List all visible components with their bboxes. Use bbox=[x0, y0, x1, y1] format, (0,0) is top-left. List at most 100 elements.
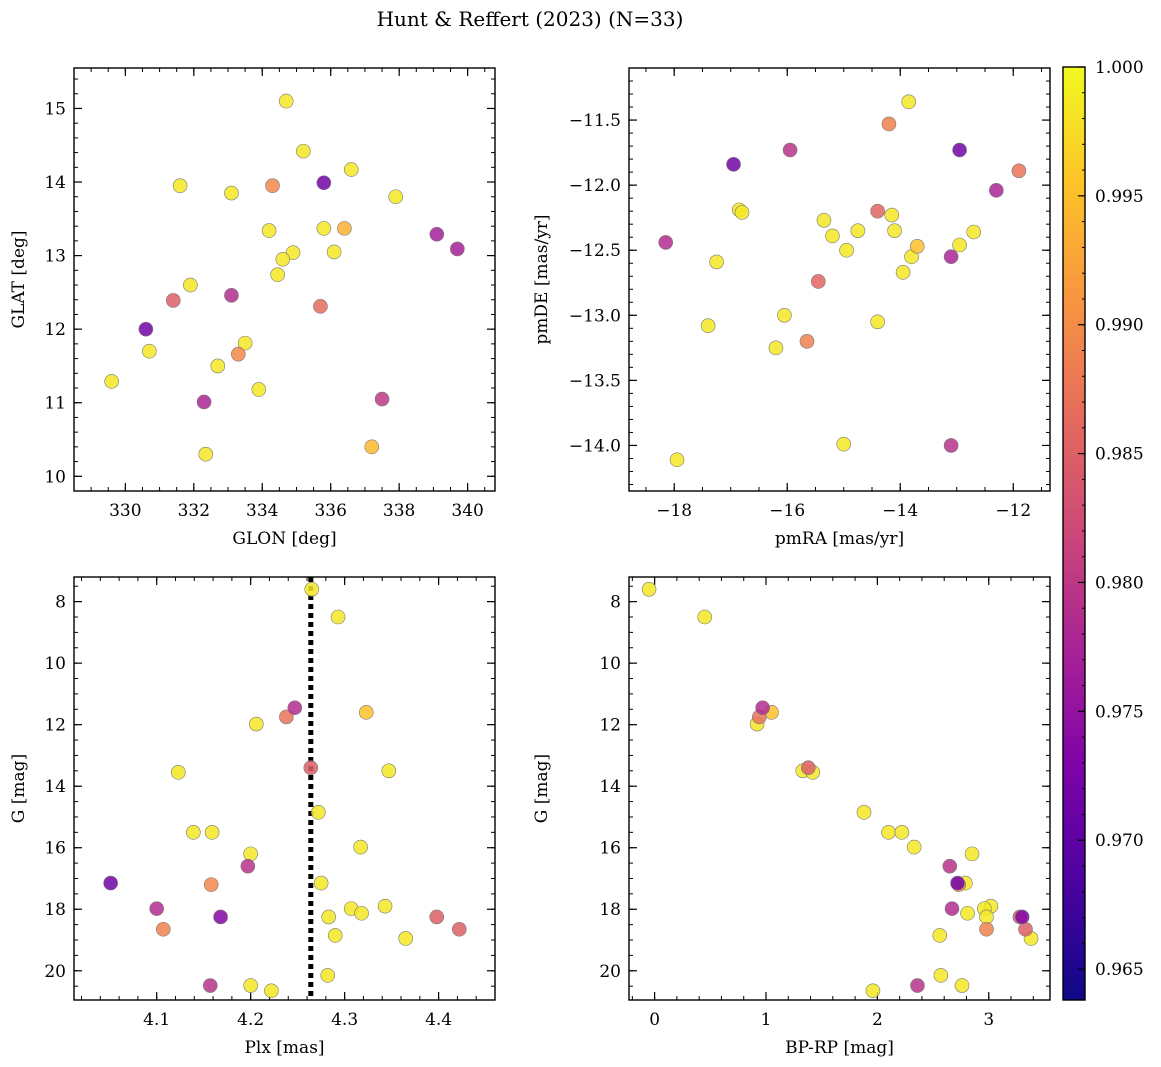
data-point bbox=[138, 321, 154, 337]
y-tick-label: 13 bbox=[44, 247, 66, 267]
data-point bbox=[429, 226, 445, 242]
data-point bbox=[243, 846, 258, 862]
y-axis-label: GLAT [deg] bbox=[9, 230, 29, 328]
panel-pmra-pmde: −18 −16 −14 −12 −14.0 −13.5 −13.0 −12.5 −12.0 −11… bbox=[532, 67, 1051, 549]
data-point bbox=[870, 203, 885, 219]
x-tick-label: 2 bbox=[872, 1010, 883, 1030]
data-point bbox=[960, 905, 975, 921]
data-point bbox=[198, 446, 214, 462]
axes-frame bbox=[73, 67, 496, 492]
x-tick-label: −18 bbox=[656, 501, 692, 521]
x-tick-label: 4.3 bbox=[331, 1010, 358, 1030]
data-point bbox=[230, 346, 246, 362]
data-point bbox=[881, 825, 896, 840]
data-point bbox=[353, 839, 368, 855]
data-point bbox=[989, 183, 1004, 198]
data-point bbox=[450, 241, 465, 257]
data-point bbox=[777, 307, 792, 323]
data-point bbox=[943, 249, 959, 265]
panel-glon-glat: 330 332 334 336 338 340 10 11 12 13 14 15 GLON [deg]… bbox=[9, 67, 496, 549]
data-point bbox=[278, 93, 294, 109]
data-point bbox=[374, 391, 390, 407]
y-tick-label: 14 bbox=[44, 777, 66, 797]
data-point bbox=[839, 242, 854, 258]
data-point bbox=[1018, 921, 1033, 937]
data-point bbox=[910, 978, 925, 993]
data-point bbox=[265, 178, 280, 194]
data-point bbox=[275, 251, 291, 267]
data-point bbox=[237, 335, 253, 351]
data-point bbox=[249, 716, 264, 732]
data-point bbox=[933, 968, 949, 983]
data-point bbox=[364, 439, 380, 455]
data-point bbox=[388, 189, 404, 205]
data-point bbox=[251, 382, 267, 397]
data-point bbox=[944, 901, 960, 916]
colorbar-tick-label: 0.980 bbox=[1095, 573, 1144, 593]
y-tick-label: 10 bbox=[44, 467, 66, 487]
data-point bbox=[261, 223, 277, 238]
data-point bbox=[381, 763, 397, 779]
data-point bbox=[697, 609, 713, 625]
x-tick-label: 0 bbox=[649, 1010, 660, 1030]
y-tick-label: 11 bbox=[44, 394, 66, 414]
y-tick-label: 15 bbox=[44, 99, 66, 119]
data-point bbox=[1014, 909, 1030, 925]
data-point bbox=[932, 928, 948, 943]
data-point bbox=[895, 265, 911, 280]
y-tick-label: 8 bbox=[610, 593, 621, 613]
colorbar-tick-label: 0.985 bbox=[1095, 445, 1144, 465]
data-point bbox=[865, 983, 881, 999]
data-point bbox=[202, 978, 218, 993]
data-point bbox=[709, 254, 724, 270]
data-point bbox=[142, 343, 157, 359]
data-point bbox=[327, 928, 343, 943]
data-point bbox=[1011, 163, 1027, 179]
data-point bbox=[964, 846, 980, 862]
y-tick-label: 10 bbox=[599, 654, 621, 674]
data-point bbox=[768, 340, 784, 356]
data-point bbox=[816, 212, 832, 228]
data-point bbox=[311, 805, 326, 820]
data-point bbox=[398, 931, 414, 946]
data-point bbox=[285, 245, 301, 260]
colorbar-tick-label: 0.970 bbox=[1095, 831, 1144, 851]
y-axis-label: G [mag] bbox=[9, 754, 29, 823]
data-point bbox=[304, 582, 320, 597]
data-point bbox=[966, 224, 982, 240]
data-point bbox=[240, 858, 256, 874]
data-point bbox=[264, 983, 279, 999]
colorbar-tick-label: 0.965 bbox=[1095, 960, 1144, 980]
data-point bbox=[224, 185, 239, 201]
y-tick-label: 14 bbox=[599, 777, 621, 797]
data-point bbox=[203, 877, 219, 892]
data-point bbox=[270, 267, 285, 283]
data-point bbox=[104, 374, 119, 389]
data-point bbox=[204, 825, 220, 840]
data-point bbox=[755, 700, 770, 716]
y-tick-label: 12 bbox=[44, 716, 66, 736]
data-point bbox=[287, 700, 303, 716]
colorbar-tick-label: 0.975 bbox=[1095, 702, 1144, 722]
x-tick-label: 4.1 bbox=[143, 1010, 170, 1030]
data-point bbox=[186, 825, 201, 840]
x-tick-label: 4.4 bbox=[425, 1010, 452, 1030]
data-point bbox=[782, 142, 798, 158]
x-tick-label: 340 bbox=[451, 501, 483, 521]
data-point bbox=[330, 609, 346, 625]
data-point bbox=[856, 805, 872, 820]
data-point bbox=[734, 205, 750, 220]
data-point bbox=[836, 436, 852, 452]
x-tick-label: 3 bbox=[983, 1010, 994, 1030]
figure-title: Hunt & Reffert (2023) (N=33) bbox=[377, 7, 684, 31]
colorbar-tick-label: 0.990 bbox=[1095, 316, 1144, 336]
colorbar-gradient bbox=[1063, 67, 1085, 1000]
data-point bbox=[979, 909, 994, 925]
y-axis-label: G [mag] bbox=[532, 754, 552, 823]
x-tick-label: −16 bbox=[769, 501, 805, 521]
y-tick-label: −13.0 bbox=[569, 306, 621, 326]
colorbar-tick-label: 1.000 bbox=[1095, 58, 1144, 78]
data-point bbox=[901, 94, 917, 110]
data-point bbox=[320, 968, 336, 983]
data-point bbox=[884, 207, 900, 223]
